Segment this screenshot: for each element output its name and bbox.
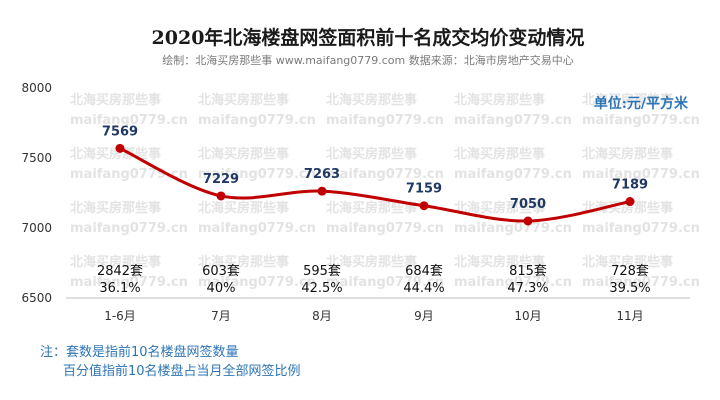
data-point (317, 186, 327, 196)
watermark-text: 北海买房那些事 (198, 200, 289, 216)
watermark-text: 北海买房那些事 (582, 146, 673, 162)
y-tick-label: 6500 (21, 291, 52, 305)
watermark-text: 北海买房那些事 (326, 254, 417, 270)
count-label: 684套 (405, 263, 443, 279)
percent-label: 39.5% (609, 281, 650, 296)
y-tick-label: 7500 (21, 151, 52, 165)
data-label: 7159 (406, 182, 442, 197)
note-line-2: 百分值指前10名楼盘占当月全部网签比例 (63, 363, 301, 379)
watermark-text: 北海买房那些事 (582, 254, 673, 270)
watermark-text: maifang0779.cn (70, 221, 188, 236)
y-tick-label: 8000 (21, 81, 52, 95)
data-point (419, 201, 429, 211)
watermark-text: 北海买房那些事 (198, 146, 289, 162)
data-point (115, 143, 125, 153)
watermark-text: 北海买房那些事 (454, 200, 545, 216)
unit-label: 单位:元/平方米 (594, 95, 689, 112)
data-point (216, 191, 226, 201)
x-tick-label: 10月 (514, 309, 541, 323)
watermark-text: 北海买房那些事 (70, 254, 161, 270)
watermark-text: maifang0779.cn (198, 221, 316, 236)
watermark-text: 北海买房那些事 (70, 200, 161, 216)
watermark-text: 北海买房那些事 (326, 92, 417, 108)
watermark-text: maifang0779.cn (582, 113, 700, 128)
watermark-text: 北海买房那些事 (326, 146, 417, 162)
watermark-text: maifang0779.cn (454, 221, 572, 236)
percent-label: 40% (207, 281, 236, 296)
data-point (625, 197, 635, 207)
data-label: 7569 (102, 124, 138, 139)
watermark-text: maifang0779.cn (326, 221, 444, 236)
watermark-text: 北海买房那些事 (582, 92, 673, 108)
watermark-text: maifang0779.cn (326, 275, 444, 290)
watermark-text: maifang0779.cn (582, 275, 700, 290)
count-label: 595套 (303, 263, 341, 279)
x-tick-label: 9月 (414, 309, 434, 323)
y-axis: 6500 7000 7500 8000 (21, 81, 52, 305)
count-label: 728套 (611, 263, 649, 279)
watermark-text: 北海买房那些事 (198, 254, 289, 270)
chart-title: 2020年北海楼盘网签面积前十名成交均价变动情况 (152, 26, 585, 49)
percent-label: 44.4% (403, 281, 444, 296)
percent-label: 47.3% (507, 281, 548, 296)
watermark: 北海买房那些事 北海买房那些事 北海买房那些事 北海买房那些事 北海买房那些事maifa… (70, 92, 700, 290)
percent-label: 36.1% (99, 281, 140, 296)
count-label: 2842套 (97, 263, 143, 279)
x-tick-label: 7月 (211, 309, 231, 323)
watermark-text: 北海买房那些事 (582, 200, 673, 216)
watermark-text: 北海买房那些事 (454, 92, 545, 108)
count-label: 815套 (509, 263, 547, 279)
x-tick-label: 8月 (312, 309, 332, 323)
data-point (523, 216, 533, 226)
data-points (115, 143, 635, 226)
count-percent-annotations: 2842套 36.1% 603套 40% 595套 42.5% 684套 44.4% 815套 4… (97, 263, 651, 296)
watermark-text: 北海买房那些事 (326, 200, 417, 216)
chart-subtitle: 绘制：北海买房那些事 www.maifang0779.com 数据来源：北海市房… (162, 53, 574, 67)
watermark-text: maifang0779.cn (70, 113, 188, 128)
data-label: 7189 (612, 178, 648, 193)
data-labels: 7569 7229 7263 7159 7050 7189 (102, 124, 648, 212)
y-tick-label: 7000 (21, 221, 52, 235)
watermark-text: maifang0779.cn (582, 221, 700, 236)
watermark-text: 北海买房那些事 (454, 254, 545, 270)
watermark-text: maifang0779.cn (70, 275, 188, 290)
watermark-text: maifang0779.cn (454, 167, 572, 182)
watermark-text: maifang0779.cn (326, 113, 444, 128)
note-line-1: 注：套数是指前10名楼盘网签数量 (40, 344, 239, 360)
percent-label: 42.5% (301, 281, 342, 296)
data-label: 7050 (510, 197, 546, 212)
x-tick-label: 1-6月 (104, 309, 136, 323)
watermark-text: 北海买房那些事 (198, 92, 289, 108)
count-label: 603套 (202, 263, 240, 279)
watermark-text: maifang0779.cn (198, 275, 316, 290)
watermark-text: maifang0779.cn (326, 167, 444, 182)
watermark-text: maifang0779.cn (582, 167, 700, 182)
watermark-text: maifang0779.cn (198, 113, 316, 128)
data-label: 7263 (304, 167, 340, 182)
x-axis: 1-6月 7月 8月 9月 10月 11月 (104, 309, 643, 323)
series-line-path (119, 146, 631, 223)
watermark-text: 北海买房那些事 (454, 146, 545, 162)
watermark-text: 北海买房那些事 (70, 92, 161, 108)
watermark-text: maifang0779.cn (454, 275, 572, 290)
data-label: 7229 (203, 172, 239, 187)
x-tick-label: 11月 (616, 309, 643, 323)
watermark-text: maifang0779.cn (454, 113, 572, 128)
watermark-text: maifang0779.cn (198, 167, 316, 182)
